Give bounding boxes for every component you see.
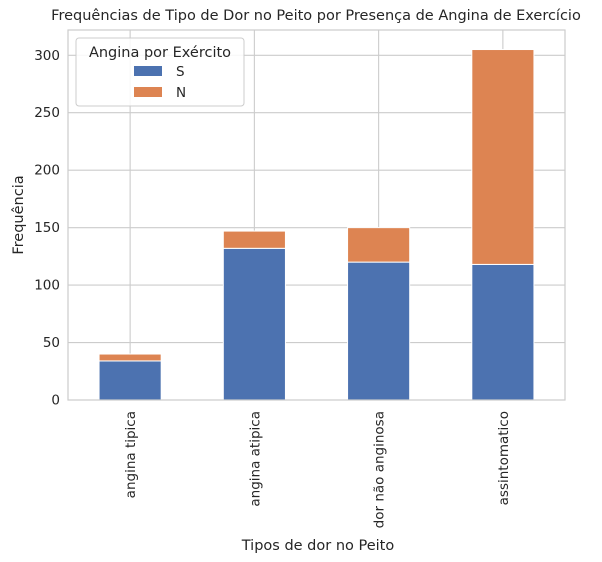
legend-swatch-n — [134, 87, 162, 97]
y-tick-label: 50 — [43, 335, 60, 351]
x-tick-label: assintomatico — [496, 411, 512, 505]
bar-s-assintomatico — [471, 263, 535, 401]
legend-swatch-s — [134, 66, 162, 76]
y-tick-label: 0 — [51, 393, 60, 409]
plot-frame — [67, 29, 566, 401]
y-tick-label: 100 — [34, 278, 60, 294]
x-tick-label: angina atipica — [247, 411, 263, 507]
bar-n-angina-tipica — [98, 353, 162, 362]
y-tick-label: 150 — [34, 220, 60, 236]
bar-s-angina-tipica — [98, 360, 162, 401]
legend: Angina por Exército S N — [75, 37, 245, 107]
x-tick-label: dor não anginosa — [372, 411, 388, 528]
bar-marks — [98, 49, 535, 401]
bar-s-angina-atipica — [222, 247, 286, 401]
legend-label-s: S — [176, 64, 185, 80]
legend-title: Angina por Exército — [89, 45, 231, 61]
x-tick-label: angina tipica — [123, 411, 139, 498]
legend-label-n: N — [176, 85, 186, 101]
y-tick-label: 250 — [34, 105, 60, 121]
x-tick-labels: angina tipica angina atipica dor não angin… — [123, 411, 512, 528]
bar-s-dor-nao-anginosa — [347, 261, 411, 401]
bar-n-dor-nao-anginosa — [347, 227, 411, 263]
x-axis-label: Tipos de dor no Peito — [241, 538, 395, 554]
y-axis-label: Frequência — [11, 175, 27, 254]
bar-n-assintomatico — [471, 49, 535, 265]
bar-n-angina-atipica — [222, 230, 286, 249]
y-tick-label: 300 — [34, 48, 60, 64]
y-tick-labels: 0 50 100 150 200 250 300 — [34, 48, 60, 409]
chart-title: Frequências de Tipo de Dor no Peito por … — [51, 8, 581, 24]
y-tick-label: 200 — [34, 163, 60, 179]
